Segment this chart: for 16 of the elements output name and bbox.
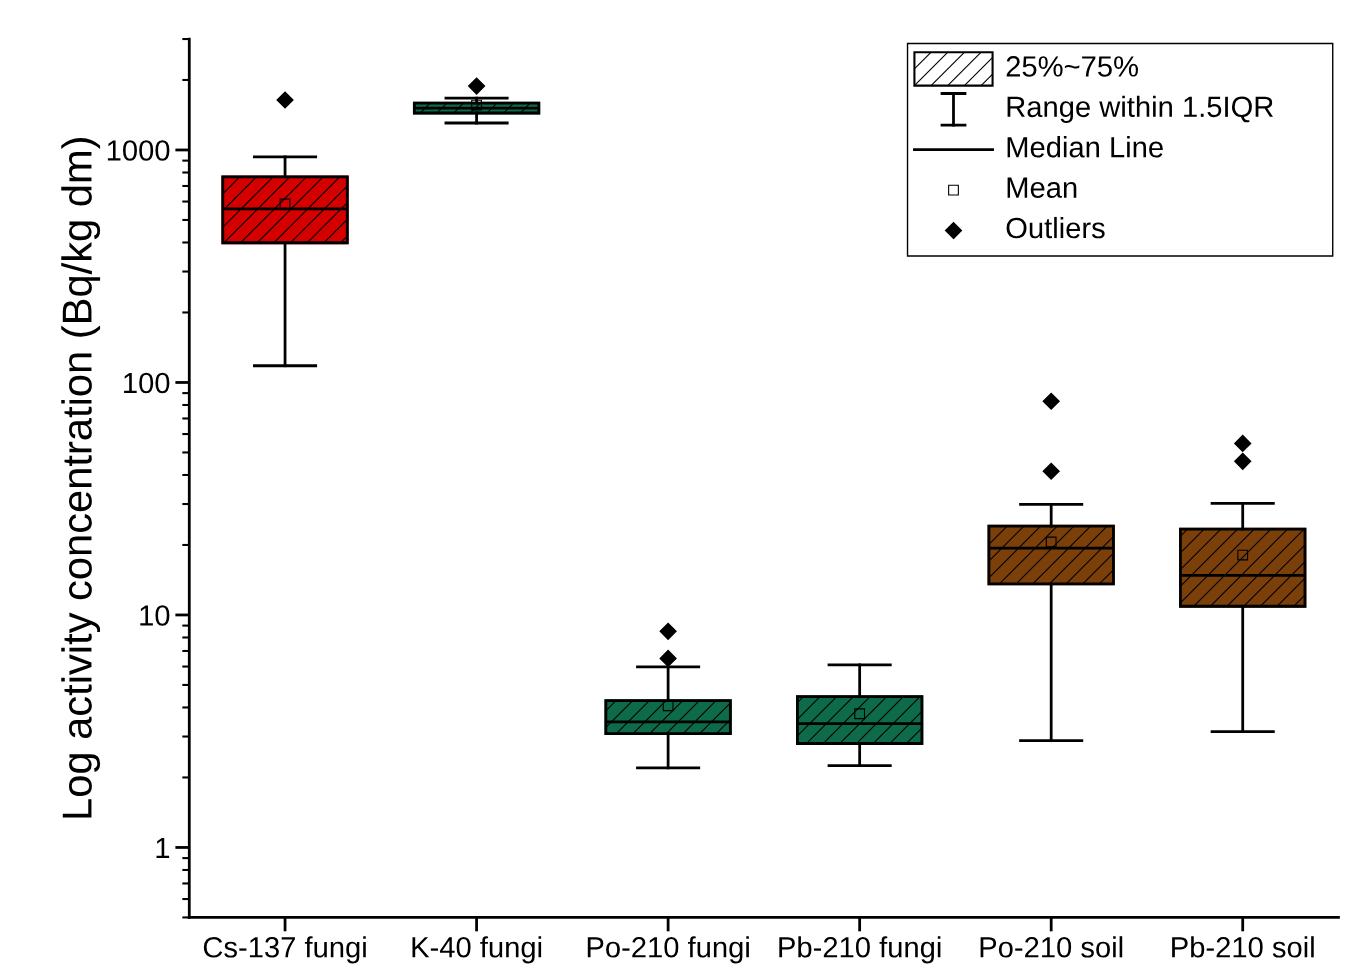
x-tick-label: Pb-210 fungi <box>779 936 941 964</box>
x-tick-label: Po-210 fungi <box>587 936 749 964</box>
annotation: Mean <box>1007 177 1077 198</box>
annotation: Median Line <box>1007 136 1163 158</box>
x-tick-label: K-40 fungi <box>412 936 542 964</box>
annotation: Outliers <box>1006 216 1105 239</box>
y-axis-title: Log activity concentration (Bq/kg dm) <box>61 138 101 818</box>
y-tick-label: 1000 <box>107 140 170 161</box>
y-tick-label: 100 <box>124 372 170 394</box>
x-tick-label: Po-210 soil <box>980 936 1123 958</box>
x-tick-label: Cs-137 fungi <box>203 936 366 964</box>
annotation: Range within 1.5IQR <box>1007 95 1273 123</box>
y-tick-label: 1 <box>156 837 170 859</box>
annotation: 25%~75% <box>1006 56 1138 77</box>
y-tick-label: 10 <box>140 605 170 626</box>
x-tick-label: Pb-210 soil <box>1172 936 1314 958</box>
